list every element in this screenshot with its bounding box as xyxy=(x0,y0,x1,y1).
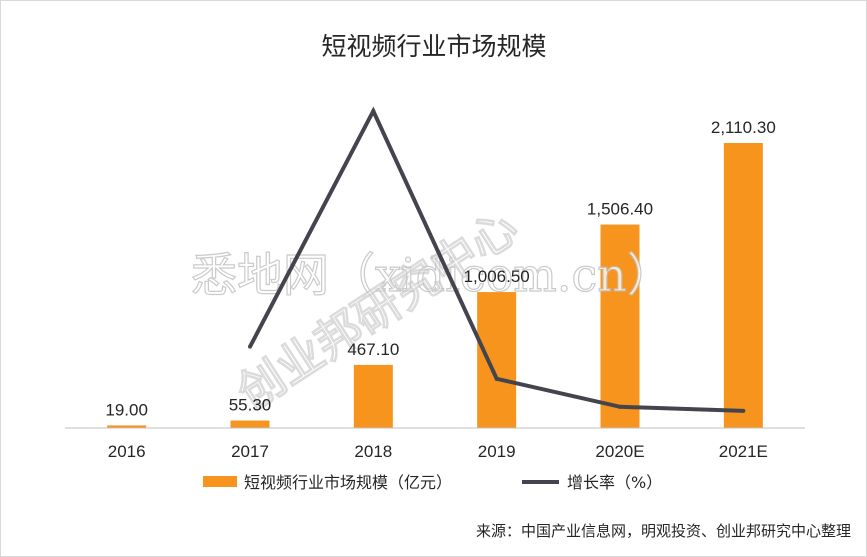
category-label-2016: 2016 xyxy=(108,442,146,461)
bar-2018 xyxy=(353,364,393,428)
bar-2020E xyxy=(600,224,640,428)
source-note: 来源：中国产业信息网，明观投资、创业邦研究中心整理 xyxy=(476,522,851,540)
bar-2017 xyxy=(230,420,270,428)
data-label-2021E: 2,110.30 xyxy=(711,118,776,137)
growth-point-2019 xyxy=(494,376,499,381)
data-label-2019: 1,006.50 xyxy=(464,267,530,286)
bar-2019 xyxy=(477,292,517,428)
growth-point-2020E xyxy=(618,404,622,409)
bar-2016 xyxy=(107,425,147,428)
legend-line-label: 增长率（%） xyxy=(567,473,662,492)
category-label-2021E: 2021E xyxy=(719,442,768,461)
category-label-2020E: 2020E xyxy=(595,442,644,461)
data-label-2018: 467.10 xyxy=(347,340,399,359)
data-label-2020E: 1,506.40 xyxy=(587,200,653,219)
labels-layer: 19.00 2016 55.30 2017 467.10 2018 1,006.50 2019… xyxy=(105,118,775,461)
legend-bar-swatch xyxy=(203,476,237,487)
bars-layer xyxy=(107,143,763,428)
growth-point-2021E xyxy=(741,408,746,413)
watermark-main: 悉地网（xidicom.cn） xyxy=(191,248,673,302)
growth-point-2018 xyxy=(371,109,376,113)
data-label-2016: 19.00 xyxy=(105,400,148,419)
category-label-2018: 2018 xyxy=(354,442,392,461)
chart-title: 短视频行业市场规模 xyxy=(321,32,546,61)
legend: 短视频行业市场规模（亿元） 增长率（%） xyxy=(203,473,662,492)
line-layer xyxy=(248,106,746,413)
category-label-2019: 2019 xyxy=(478,442,516,461)
growth-point-2017 xyxy=(248,344,252,349)
bar-2021E xyxy=(723,143,763,428)
data-label-2017: 55.30 xyxy=(229,396,272,415)
category-label-2017: 2017 xyxy=(231,442,269,461)
legend-bar-label: 短视频行业市场规模（亿元） xyxy=(244,473,452,492)
